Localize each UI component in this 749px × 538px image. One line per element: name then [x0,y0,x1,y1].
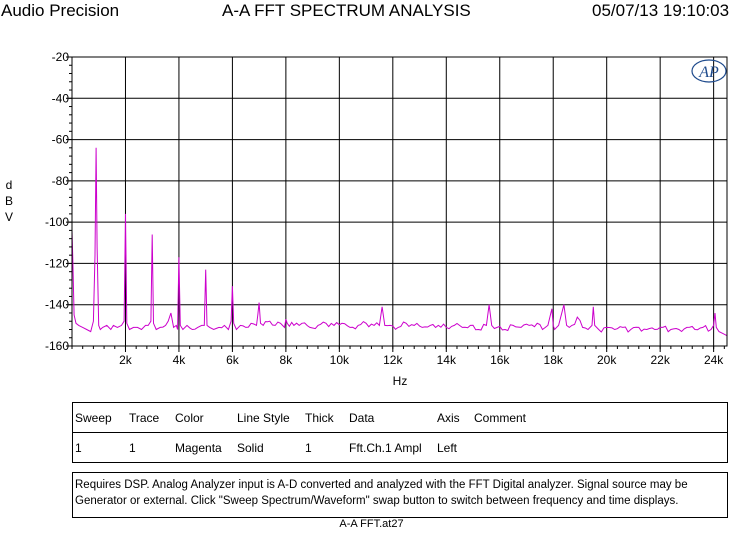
cell-sweep: 1 [75,440,82,455]
cell-axis: Left [437,440,458,455]
y-tick-label: -80 [52,174,70,188]
x-tick-label: 24k [704,353,724,367]
col-data-header: Data [349,402,437,433]
col-thick-header: Thick [305,402,349,433]
y-tick-label: -100 [45,215,69,229]
timestamp: 05/07/13 19:10:03 [592,1,730,20]
cell-thick: 1 [305,440,312,455]
trace-legend-table: Sweep Trace Color Line Style Thick Data … [72,402,728,463]
x-tick-label: 18k [544,353,564,367]
y-tick-label: -120 [45,256,69,270]
col-comment-header: Comment [474,402,728,433]
file-name-footer: A-A FFT.at27 [339,518,404,530]
x-tick-label: 4k [173,353,187,367]
series-magenta-line [71,147,728,337]
x-tick-labels: 2k 4k 6k 8k 10k 12k 14k 16k 18k 20k 22k 24k [119,353,724,367]
y-tick-label: -20 [52,50,70,64]
col-linestyle-header: Line Style [237,402,305,433]
x-axis-label: Hz [393,374,408,388]
x-tick-label: 20k [597,353,617,367]
x-tick-label: 12k [383,353,403,367]
y-axis-label-v: V [4,210,13,224]
cell-comment [474,433,728,463]
y-tick-label: -140 [45,298,69,312]
cell-linestyle: Solid [237,440,264,455]
y-tick-label: -60 [52,133,70,147]
col-trace-header: Trace [129,402,175,433]
y-tick-label: -160 [45,339,69,353]
spectrum-plot: -20 -40 -60 -80 -100 -120 -140 -160 2k 4k 6k 8k 10k… [45,50,728,388]
ap-logo-text: AP [698,64,719,81]
x-tick-label: 2k [119,353,133,367]
x-tick-label: 10k [330,353,350,367]
x-tick-label: 16k [490,353,510,367]
y-tick-label: -40 [52,91,70,105]
plot-grid [66,56,727,352]
brand-label: Audio Precision [1,1,120,20]
notes-line-2: Generator or external. Click "Sweep Spec… [75,495,679,507]
notes-box: Requires DSP. Analog Analyzer input is A… [72,472,728,518]
ap-logo: AP [691,59,727,83]
x-tick-label: 22k [650,353,670,367]
y-axis-label-d: d [5,178,13,192]
cell-color: Magenta [175,440,222,455]
plot-frame [71,56,728,347]
chart-title: A-A FFT SPECTRUM ANALYSIS [222,1,471,20]
series-layer [71,147,728,337]
y-tick-labels: -20 -40 -60 -80 -100 -120 -140 -160 [45,50,69,353]
x-tick-label: 8k [280,353,294,367]
x-tick-label: 14k [437,353,457,367]
col-color-header: Color [175,402,237,433]
cell-data: Fft.Ch.1 Ampl [349,440,422,455]
notes-line-1: Requires DSP. Analog Analyzer input is A… [75,479,688,491]
cell-trace: 1 [129,440,136,455]
legend-header-row: Sweep Trace Color Line Style Thick Data … [72,402,728,433]
legend-row: 1 1 Magenta Solid 1 Fft.Ch.1 Ampl Left [73,433,728,463]
col-sweep-header: Sweep [72,402,129,433]
y-axis-label-b: B [4,194,13,208]
x-tick-label: 6k [226,353,240,367]
col-axis-header: Axis [437,402,474,433]
